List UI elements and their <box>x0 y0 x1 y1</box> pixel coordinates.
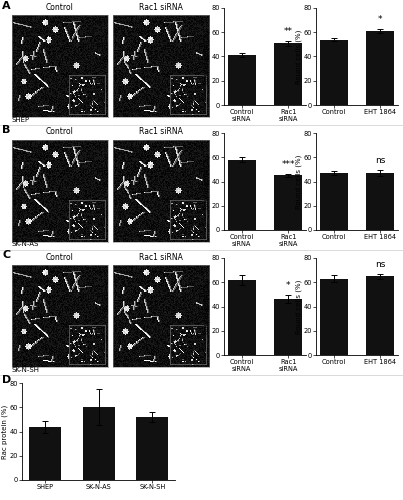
Text: Rac1 siRNA: Rac1 siRNA <box>139 2 183 12</box>
Text: D: D <box>2 375 11 385</box>
Y-axis label: Round cells (%): Round cells (%) <box>295 154 302 208</box>
Bar <box>83 407 115 480</box>
Text: *: * <box>286 281 291 290</box>
Y-axis label: Rac protein (%): Rac protein (%) <box>2 404 8 458</box>
Text: ns: ns <box>375 260 386 269</box>
Text: **: ** <box>284 27 293 36</box>
Text: *: * <box>378 16 382 24</box>
Bar <box>136 417 168 480</box>
Text: Rac1 siRNA: Rac1 siRNA <box>139 128 183 136</box>
Bar <box>274 176 302 230</box>
Bar <box>228 56 256 105</box>
Bar <box>228 160 256 230</box>
Y-axis label: Round cells (%): Round cells (%) <box>204 30 210 84</box>
Text: ***: *** <box>282 160 295 169</box>
Text: Control: Control <box>46 252 74 262</box>
Text: Control: Control <box>46 128 74 136</box>
Text: C: C <box>2 250 10 260</box>
Bar <box>320 278 348 355</box>
Text: SK-N-SH: SK-N-SH <box>12 366 40 372</box>
Bar <box>29 426 61 480</box>
Bar <box>366 31 394 105</box>
Y-axis label: Round cells (%): Round cells (%) <box>204 154 210 208</box>
Y-axis label: Round cells (%): Round cells (%) <box>295 30 302 84</box>
Bar <box>366 173 394 230</box>
Y-axis label: Round cells (%): Round cells (%) <box>204 280 210 334</box>
Text: ns: ns <box>375 156 386 165</box>
Bar <box>366 276 394 355</box>
Text: Control: Control <box>46 2 74 12</box>
Text: Rac1 siRNA: Rac1 siRNA <box>139 252 183 262</box>
Bar <box>320 40 348 105</box>
Text: B: B <box>2 125 10 135</box>
Bar <box>228 280 256 355</box>
Bar <box>320 173 348 230</box>
Text: A: A <box>2 1 10 11</box>
Text: SK-N-AS: SK-N-AS <box>12 242 39 248</box>
Text: SHEP: SHEP <box>12 116 30 122</box>
Bar <box>274 299 302 355</box>
Bar <box>274 43 302 105</box>
Y-axis label: Round cells (%): Round cells (%) <box>295 280 302 334</box>
